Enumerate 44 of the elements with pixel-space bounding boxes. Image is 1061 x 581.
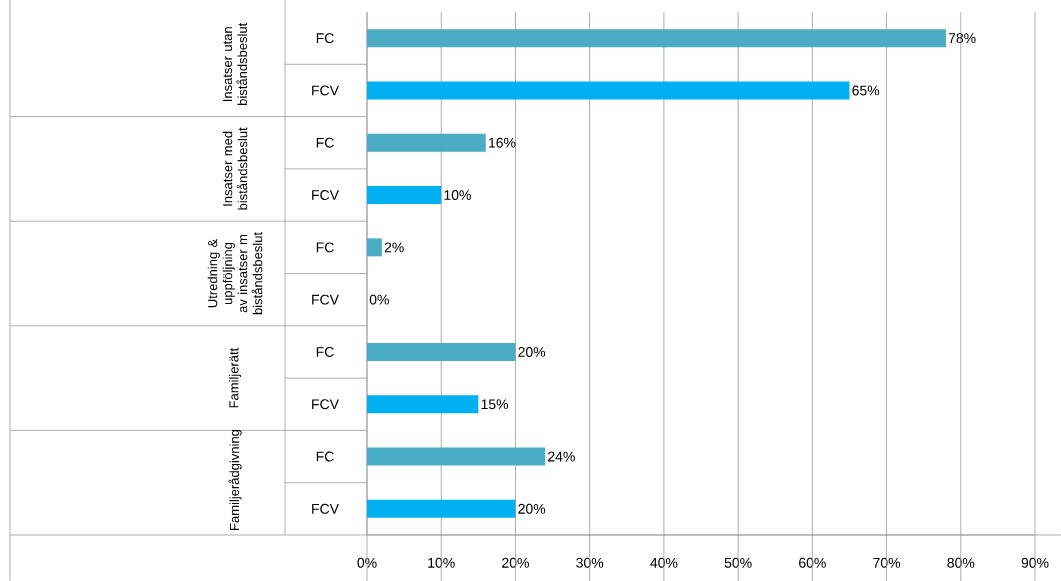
y-tick-label: FCV [312,190,339,200]
x-tick-label: 20% [502,557,529,568]
x-tick-label: 30% [576,557,604,568]
bar [367,81,850,100]
bar [367,342,516,361]
data-label: 78% [948,33,976,44]
bar [367,29,946,48]
y-tick-label: FC [316,451,334,462]
data-label: 15% [481,399,509,410]
text: Familjerätt [228,347,242,408]
bar [367,133,486,152]
x-tick-label: 10% [428,557,455,568]
data-label: 10% [444,190,471,200]
bar [367,186,442,205]
data-label: 20% [518,346,546,357]
data-label: 65% [852,85,880,96]
data-label: 16% [489,137,516,148]
data-label: 0% [369,294,389,305]
bar [367,395,479,414]
y-tick-label: FCV [312,503,339,514]
text: Utredning & uppföljning av insatser m biståndsbeslut [207,232,263,315]
text: Insatser utan biståndsbeslut [222,22,248,105]
y-tick-label: FCV [312,85,339,96]
x-tick-label: 90% [1021,557,1049,568]
data-label: 24% [548,451,575,462]
y-tick-label: FCV [312,294,339,305]
bar [367,499,516,518]
x-tick-label: 40% [650,557,678,568]
bar [367,238,382,257]
x-tick-label: 0% [357,557,377,568]
y-tick-label: FC [316,137,334,148]
text: Familjerådgivning [228,429,242,530]
y-tick-label: FCV [312,399,339,410]
bar [367,447,546,466]
y-tick-label: FC [316,242,334,253]
x-tick-label: 50% [724,557,752,568]
text: Insatser med biståndsbeslut [222,127,248,210]
y-tick-label: FC [316,346,334,357]
x-tick-label: 80% [947,557,975,568]
x-tick-label: 60% [799,557,826,568]
x-tick-label: 70% [873,557,901,568]
data-label: 20% [518,503,546,514]
data-label: 2% [384,242,404,253]
y-tick-label: FC [316,33,334,44]
